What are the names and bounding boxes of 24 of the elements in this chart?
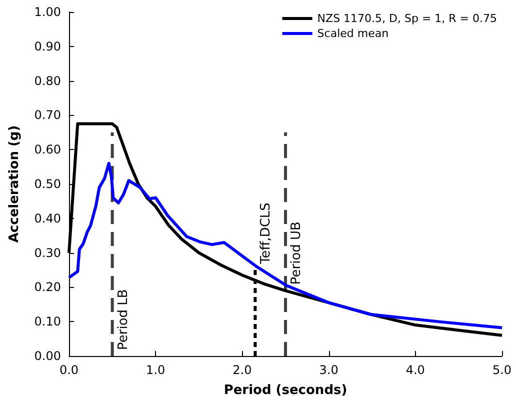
y-tick-label: 0.80	[34, 74, 61, 88]
y-tick-label: 1.00	[34, 5, 61, 19]
y-tick-label: 0.30	[34, 246, 61, 260]
x-tick-label: 1.0	[146, 363, 166, 377]
y-tick-label: 0.20	[34, 280, 61, 294]
x-tick-label: 3.0	[319, 363, 338, 377]
legend-label: Scaled mean	[317, 27, 389, 40]
legend-label: NZS 1170.5, D, Sp = 1, R = 0.75	[317, 12, 497, 25]
x-tick-label: 4.0	[406, 363, 425, 377]
y-tick-label: 0.90	[34, 39, 61, 54]
x-axis-title: Period (seconds)	[224, 383, 348, 398]
y-tick-label: 0.50	[34, 177, 61, 191]
y-tick-label: 0.40	[34, 211, 61, 226]
x-tick-label: 2.0	[232, 363, 252, 377]
y-axis-title: Acceleration (g)	[7, 125, 22, 243]
annotation: Period LB	[116, 289, 131, 350]
y-tick-label: 0.00	[34, 349, 61, 363]
y-tick-label: 0.70	[34, 108, 61, 122]
y-tick-label: 0.10	[34, 314, 61, 329]
annotation: Period UB	[289, 222, 304, 285]
x-tick-label: 5.0	[492, 363, 512, 377]
y-tick-label: 0.60	[34, 142, 61, 157]
x-tick-label: 0.0	[59, 363, 79, 377]
annotation: Teff,DCLS	[258, 202, 274, 265]
